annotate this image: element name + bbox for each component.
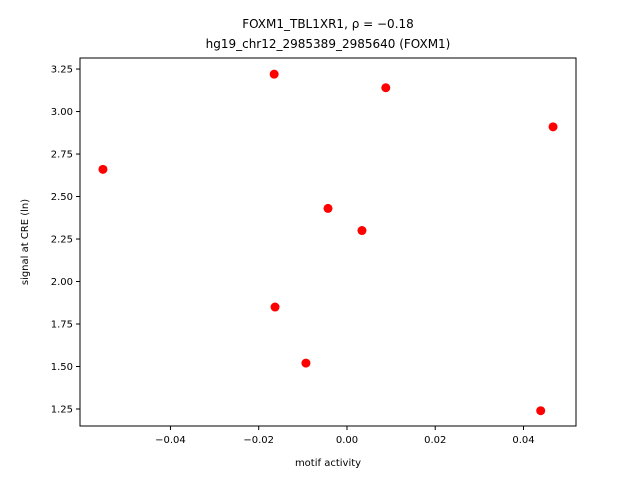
point [301, 358, 311, 368]
x-tick-label: −0.04 [155, 435, 186, 446]
y-tick-label: 2.50 [51, 192, 73, 203]
y-tick-label: 1.50 [51, 362, 73, 373]
point [323, 203, 333, 213]
point [98, 164, 108, 174]
x-tick-label: 0.02 [424, 435, 446, 446]
y-tick-label: 1.75 [51, 320, 73, 331]
x-tick-label: 0.04 [512, 435, 534, 446]
point [270, 302, 280, 312]
point [548, 122, 558, 132]
x-tick-label: 0.00 [336, 435, 358, 446]
point [357, 226, 367, 236]
x-tick-label: −0.02 [243, 435, 274, 446]
x-axis-label: motif activity [295, 458, 361, 469]
point [269, 69, 279, 79]
y-tick-label: 3.00 [51, 107, 73, 118]
y-tick-label: 2.00 [51, 277, 73, 288]
y-tick-label: 1.25 [51, 405, 73, 416]
y-axis-label: signal at CRE (ln) [20, 199, 31, 285]
point [381, 83, 391, 93]
point [536, 406, 546, 416]
chart-subtitle: hg19_chr12_2985389_2985640 (FOXM1) [206, 37, 451, 51]
plot-frame [79, 57, 577, 427]
chart-title: FOXM1_TBL1XR1, ρ = −0.18 [242, 17, 414, 31]
y-tick-label: 3.25 [51, 65, 73, 76]
y-tick-label: 2.75 [51, 150, 73, 161]
y-tick-label: 2.25 [51, 235, 73, 246]
